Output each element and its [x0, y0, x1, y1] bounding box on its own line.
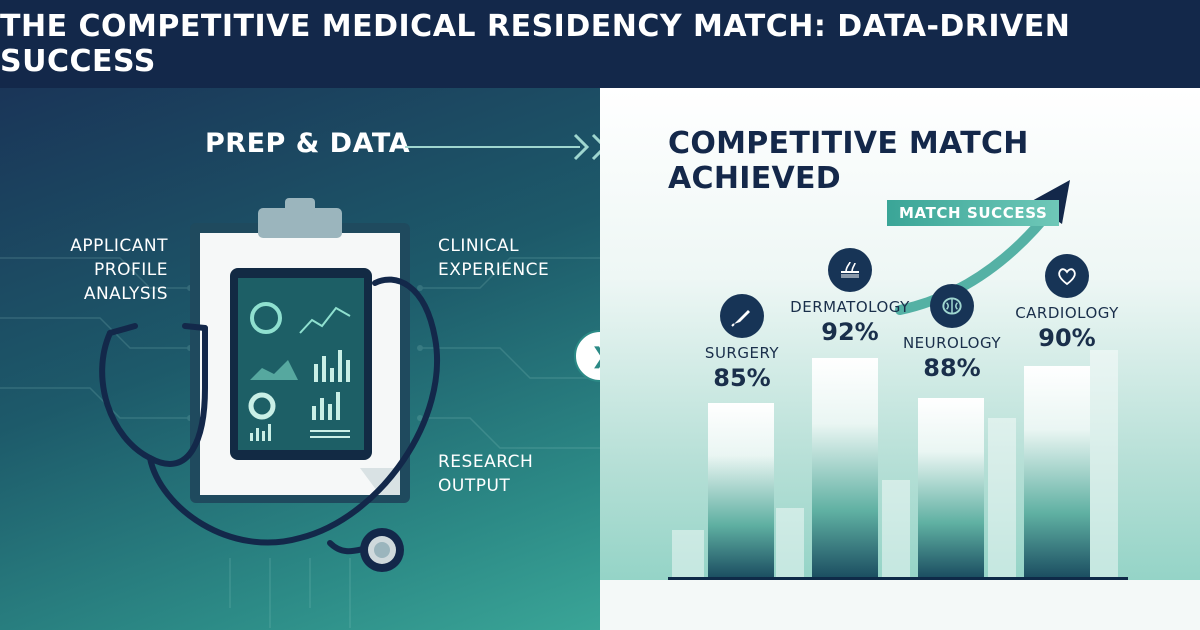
specialty-dermatology: DERMATOLOGY 92%	[790, 248, 910, 346]
specialty-rate: 92%	[821, 318, 879, 346]
specialty-surgery: SURGERY 85%	[692, 294, 792, 392]
specialty-neurology: NEUROLOGY 88%	[900, 284, 1004, 382]
background-bar	[882, 480, 910, 577]
dermatology-bar	[812, 358, 878, 577]
research-output-label: RESEARCH OUTPUT	[438, 452, 534, 496]
specialty-rate: 90%	[1038, 324, 1096, 352]
scalpel-icon	[720, 294, 764, 338]
background-bar	[988, 418, 1016, 577]
specialty-name: NEUROLOGY	[902, 334, 1002, 352]
match-title: COMPETITIVE MATCH ACHIEVED	[668, 126, 1029, 196]
stethoscope-icon	[99, 276, 440, 555]
specialty-cardiology: CARDIOLOGY 90%	[1012, 254, 1122, 352]
brain-icon	[930, 284, 974, 328]
prep-data-panel: PREP & DATA APPLICANT PROFILE ANALYSIS C…	[0, 88, 600, 630]
surgery-bar	[708, 403, 774, 577]
clinical-experience-label: CLINICAL EXPERIENCE	[438, 236, 550, 280]
specialty-rate: 85%	[713, 364, 771, 392]
applicant-profile-label: APPLICANT PROFILE ANALYSIS	[70, 236, 168, 304]
background-bar	[776, 508, 804, 577]
specialty-name: DERMATOLOGY	[790, 298, 910, 316]
skin-follicle-icon	[828, 248, 872, 292]
chart-baseline	[668, 577, 1128, 580]
cardiology-bar	[1024, 366, 1090, 577]
flow-arrow-icon	[405, 133, 600, 161]
background-bar	[672, 530, 704, 577]
background-bar	[1090, 350, 1118, 577]
neurology-bar	[918, 398, 984, 577]
specialty-name: CARDIOLOGY	[1015, 304, 1119, 322]
clipboard-icon	[99, 198, 440, 572]
tablet-dashboard-icon	[230, 268, 372, 460]
match-results-panel: COMPETITIVE MATCH ACHIEVED MATCH SUCCESS…	[600, 88, 1200, 630]
heart-icon	[1045, 254, 1089, 298]
prep-data-title: PREP & DATA	[205, 128, 411, 159]
bottom-strip	[600, 580, 1200, 630]
specialty-rate: 88%	[923, 354, 981, 382]
specialty-name: SURGERY	[704, 344, 780, 362]
header-bar: THE COMPETITIVE MEDICAL RESIDENCY MATCH:…	[0, 0, 1200, 88]
match-success-badge: MATCH SUCCESS	[887, 200, 1060, 226]
page-title: THE COMPETITIVE MEDICAL RESIDENCY MATCH:…	[0, 9, 1071, 79]
